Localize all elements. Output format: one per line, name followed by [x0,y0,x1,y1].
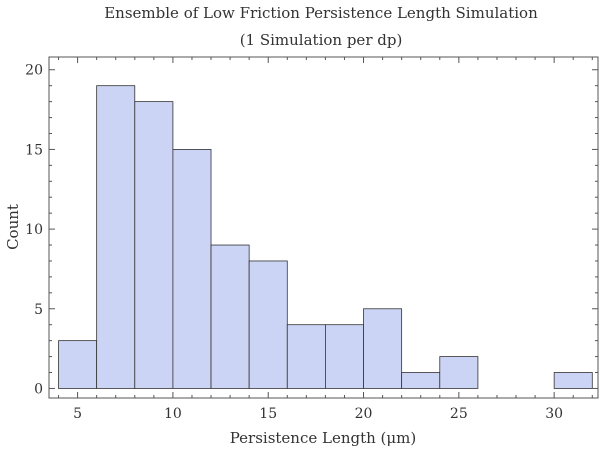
y-tick-label-10: 10 [25,222,43,238]
x-tick-label-5: 5 [73,406,82,422]
histogram-bar-9 [401,372,441,389]
histogram-bar-0 [58,340,98,389]
y-axis-title: Count [4,204,22,250]
x-tick-label-10: 10 [164,406,182,422]
histogram-bar-10 [439,356,479,389]
y-tick-label-15: 15 [25,142,43,158]
histogram-bar-1 [96,85,136,389]
chart-subtitle: (1 Simulation per dp) [240,31,403,49]
y-tick-label-0: 0 [34,381,43,397]
histogram-bar-4 [210,244,250,389]
chart-title: Ensemble of Low Friction Persistence Len… [104,4,538,22]
x-tick-label-25: 25 [450,406,468,422]
x-tick-label-30: 30 [545,406,563,422]
x-tick-label-20: 20 [355,406,373,422]
x-axis-title: Persistence Length (μm) [230,429,417,447]
histogram-bar-8 [363,308,403,389]
histogram-bar-2 [134,101,174,389]
histogram-bar-11 [553,372,593,389]
histogram-bar-7 [325,324,364,389]
histogram-bar-3 [172,149,212,389]
plot-frame [48,56,599,399]
histogram-bar-6 [286,324,326,389]
ticks-layer: 5 10 15 20 25 30 0 5 10 15 20 [25,57,598,422]
y-tick-label-20: 20 [25,63,43,79]
y-tick-label-5: 5 [34,302,43,318]
x-tick-label-15: 15 [259,406,277,422]
histogram-bar-5 [248,260,288,389]
bars-layer [58,85,593,389]
